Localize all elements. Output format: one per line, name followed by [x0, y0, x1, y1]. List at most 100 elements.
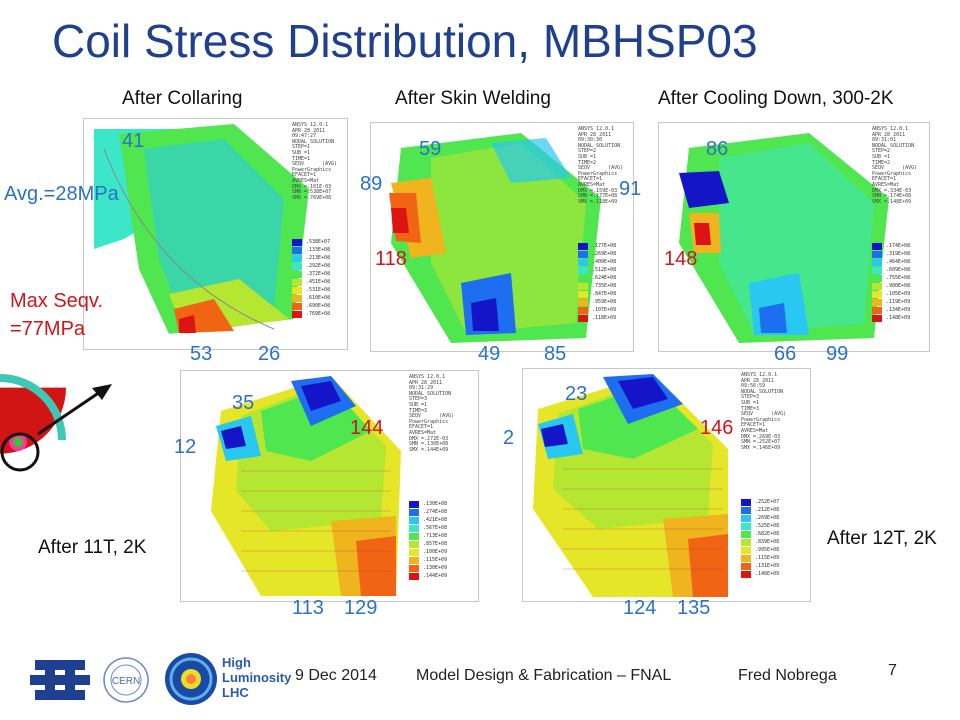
- stress-value: 2: [503, 427, 515, 449]
- stress-value: 59: [419, 138, 442, 160]
- stress-value: 53: [190, 343, 213, 365]
- legend-value: .567E+08: [423, 525, 448, 531]
- stress-value: 124: [623, 597, 657, 619]
- page-title: Coil Stress Distribution, MBHSP03: [52, 15, 758, 67]
- legend-value: .755E+08: [886, 275, 911, 281]
- caption-after-12t: After 12T, 2K: [827, 528, 937, 549]
- hl-lhc-lhc: LHC: [222, 685, 249, 700]
- legend-value: .372E+08: [306, 271, 331, 277]
- stress-plot-after-skin-welding: ANSYS 12.0.1 APR 28 2011 09:30:30 NODAL …: [370, 122, 634, 352]
- legend-value: .451E+08: [306, 279, 331, 285]
- legend-value: .134E+09: [886, 307, 911, 313]
- hl-lhc-high: High: [222, 655, 251, 670]
- legend-value: .538E+07: [306, 239, 331, 245]
- legend-value: .610E+08: [306, 295, 331, 301]
- stress-plot-after-11t: ANSYS 12.0.1 APR 28 2011 09:31:29 NODAL …: [180, 370, 479, 602]
- legend-value: .531E+08: [306, 287, 331, 293]
- legend-value: .118E+09: [592, 315, 617, 321]
- stress-value: 99: [826, 343, 849, 365]
- stress-value: 89: [360, 173, 383, 195]
- stress-value: 144: [350, 417, 384, 439]
- legend-welding: [578, 243, 588, 323]
- legend-value: .995E+08: [755, 547, 780, 553]
- stress-value: 91: [619, 178, 642, 200]
- legend-value: .421E+08: [423, 517, 448, 523]
- footer-date: 9 Dec 2014: [295, 667, 377, 684]
- legend-value: .274E+08: [423, 509, 448, 515]
- footer-event: Model Design & Fabrication – FNAL: [416, 667, 672, 684]
- fermilab-logo: [30, 660, 90, 700]
- legend-value: .133E+08: [306, 247, 331, 253]
- hl-lhc-luminosity: Luminosity: [222, 670, 292, 685]
- stress-value: 85: [544, 343, 567, 365]
- stress-value: 41: [122, 130, 145, 152]
- legend-value: .713E+08: [423, 533, 448, 539]
- stress-value: 118: [375, 248, 407, 270]
- legend-cooling: [872, 243, 882, 323]
- coil-contour-after-skin-welding: [389, 133, 601, 343]
- legend-value: .512E+08: [592, 267, 617, 273]
- legend-value: .624E+08: [592, 275, 617, 281]
- coil-contour-after-cooling-down: [679, 133, 889, 343]
- page-number: 7: [888, 662, 897, 679]
- stress-value: 26: [258, 343, 281, 365]
- stress-value: 135: [677, 597, 711, 619]
- legend-value: .144E+09: [423, 573, 448, 579]
- legend-value: .252E+07: [755, 499, 780, 505]
- max-stress-label-line2: =77MPa: [10, 318, 86, 340]
- stress-value: 12: [174, 436, 197, 458]
- legend-collaring: [292, 239, 302, 319]
- legend-value: .107E+09: [592, 307, 617, 313]
- stress-value: 86: [706, 138, 729, 160]
- legend-value: .174E+08: [886, 243, 911, 249]
- caption-after-cooling-down: After Cooling Down, 300-2K: [658, 88, 894, 109]
- legend-value: .131E+09: [755, 563, 780, 569]
- stress-value: 23: [565, 383, 588, 405]
- coil-contour-after-12t: [533, 374, 728, 597]
- ansys-info-welding: ANSYS 12.0.1 APR 28 2011 09:30:30 NODAL …: [578, 126, 624, 205]
- legend-value: .105E+09: [886, 291, 911, 297]
- legend-value: .609E+08: [886, 267, 911, 273]
- legend-value: .177E+08: [592, 243, 617, 249]
- stress-plot-after-collaring: ANSYS 12.0.1 APR 28 2011 09:47:27 NODAL …: [83, 118, 348, 350]
- cern-logo: CERN: [103, 657, 149, 703]
- legend-value: .959E+08: [592, 299, 617, 305]
- legend-value: .769E+08: [306, 311, 331, 317]
- coil-contour-after-11t: [211, 376, 401, 596]
- cern-logo-text: CERN: [112, 676, 140, 687]
- legend-value: .269E+08: [755, 515, 780, 521]
- legend-value: .735E+08: [592, 283, 617, 289]
- legend-value: .212E+08: [755, 507, 780, 513]
- legend-11t: [409, 501, 419, 581]
- legend-value: .847E+08: [592, 291, 617, 297]
- stress-value: 66: [774, 343, 797, 365]
- stress-value: 129: [344, 597, 378, 619]
- caption-after-11t: After 11T, 2K: [38, 537, 147, 558]
- legend-value: .148E+09: [886, 315, 911, 321]
- legend-value: .857E+08: [423, 541, 448, 547]
- magnet-cross-section-thumbnail: [0, 374, 112, 472]
- stress-value: 35: [232, 392, 255, 414]
- legend-value: .130E+08: [423, 501, 448, 507]
- hl-lhc-logo-text: High Luminosity LHC: [222, 655, 291, 700]
- coil-contour-after-collaring: [94, 124, 309, 334]
- ansys-info-11t: ANSYS 12.0.1 APR 28 2011 09:31:29 NODAL …: [409, 374, 455, 453]
- stress-value: 148: [664, 248, 698, 270]
- ansys-info-collaring: ANSYS 12.0.1 APR 28 2011 09:47:27 NODAL …: [292, 122, 338, 201]
- legend-12t: [741, 499, 751, 579]
- ansys-info-cooling: ANSYS 12.0.1 APR 28 2011 09:31:01 NODAL …: [872, 126, 918, 205]
- legend-value: .319E+08: [886, 251, 911, 257]
- legend-value: .119E+09: [886, 299, 911, 305]
- legend-value: .525E+08: [755, 523, 780, 529]
- legend-value: .269E+08: [592, 251, 617, 257]
- hl-lhc-logo-circle: [165, 653, 217, 705]
- stress-value: 49: [478, 343, 501, 365]
- legend-value: .690E+08: [306, 303, 331, 309]
- ansys-info-12t: ANSYS 12.0.1 APR 28 2011 09:56:59 NODAL …: [741, 372, 787, 451]
- stress-value: 113: [292, 597, 324, 619]
- legend-value: .146E+09: [755, 571, 780, 577]
- legend-value: .292E+08: [306, 263, 331, 269]
- avg-stress-label: Avg.=28MPa: [4, 183, 119, 205]
- legend-value: .213E+08: [306, 255, 331, 261]
- max-stress-label-line1: Max Seqv.: [10, 290, 103, 312]
